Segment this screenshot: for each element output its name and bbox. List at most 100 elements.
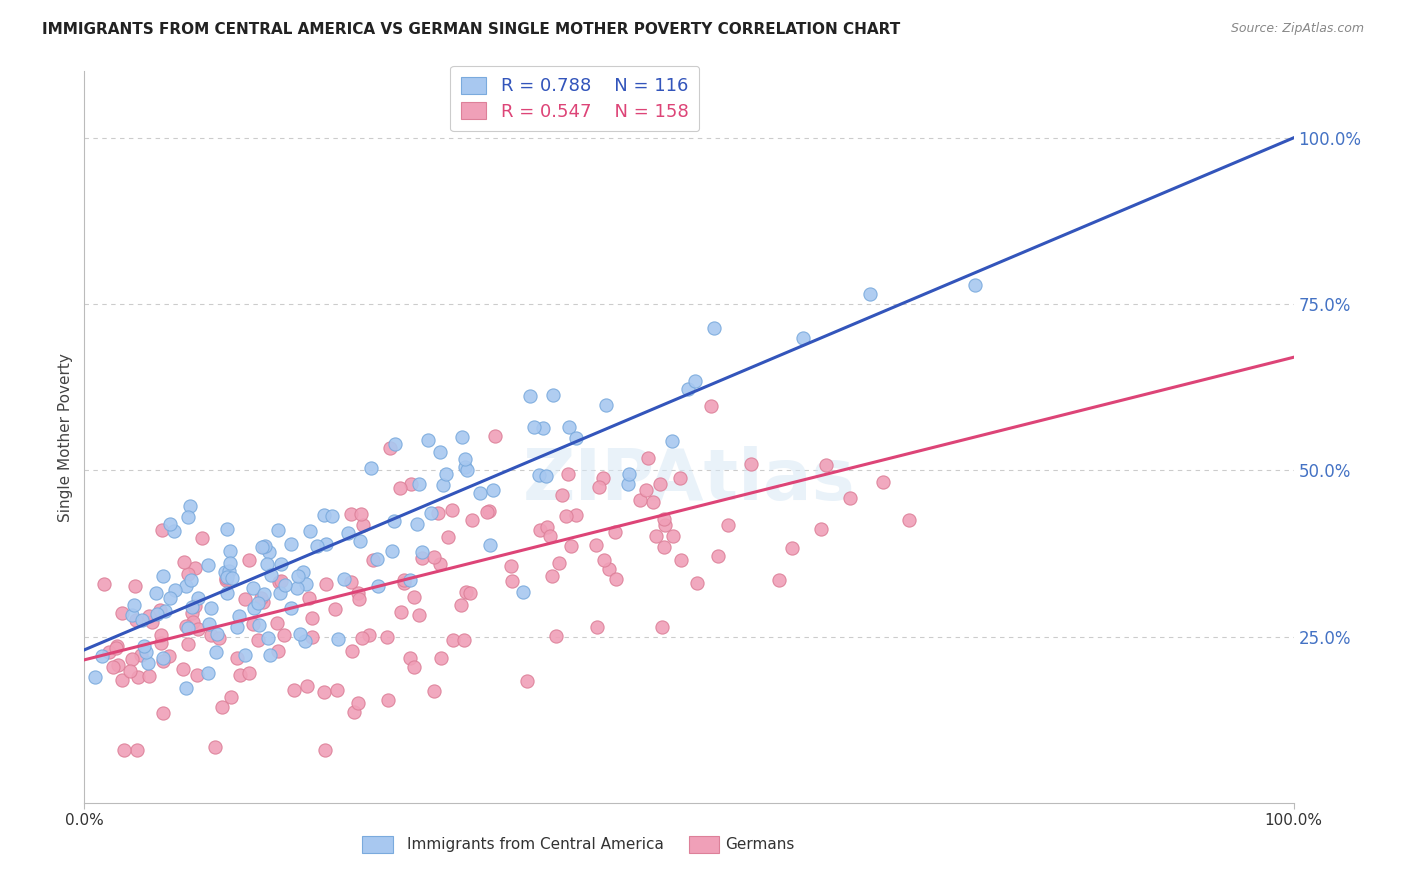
Point bbox=[548, 556, 571, 570]
Point bbox=[531, 421, 554, 435]
Point bbox=[538, 529, 561, 543]
Point bbox=[551, 488, 574, 502]
Point bbox=[361, 553, 384, 567]
Point bbox=[810, 522, 832, 536]
Point bbox=[555, 509, 578, 524]
Point bbox=[181, 606, 204, 620]
Point bbox=[546, 629, 568, 643]
Point bbox=[233, 648, 256, 662]
Point bbox=[378, 442, 401, 456]
Point bbox=[105, 639, 128, 653]
Point bbox=[218, 564, 240, 578]
Point bbox=[270, 574, 292, 589]
Point bbox=[157, 648, 180, 663]
Text: Immigrants from Central America: Immigrants from Central America bbox=[408, 837, 664, 852]
Point bbox=[477, 505, 499, 519]
Point bbox=[174, 681, 197, 695]
Point bbox=[283, 682, 305, 697]
Point bbox=[98, 645, 121, 659]
Point bbox=[662, 529, 685, 543]
Point bbox=[121, 607, 143, 622]
Point bbox=[529, 523, 551, 537]
Point bbox=[267, 644, 290, 658]
Point bbox=[215, 571, 238, 585]
Point bbox=[136, 656, 159, 670]
Point bbox=[717, 517, 740, 532]
Point bbox=[592, 553, 614, 567]
Point bbox=[173, 555, 195, 569]
Point bbox=[605, 525, 627, 540]
Point bbox=[560, 539, 582, 553]
Point bbox=[273, 628, 295, 642]
Point bbox=[238, 552, 260, 566]
Point bbox=[342, 644, 364, 658]
Point bbox=[482, 483, 505, 498]
Point bbox=[450, 430, 472, 444]
Point bbox=[406, 517, 429, 532]
Point bbox=[780, 541, 803, 556]
Point bbox=[177, 637, 200, 651]
Point bbox=[294, 633, 316, 648]
Point bbox=[238, 666, 260, 681]
Point bbox=[174, 579, 197, 593]
Point bbox=[367, 579, 389, 593]
Point bbox=[707, 549, 730, 564]
Point bbox=[523, 420, 546, 434]
Point bbox=[628, 492, 651, 507]
Point bbox=[252, 595, 274, 609]
Point bbox=[301, 630, 323, 644]
Point bbox=[184, 599, 207, 613]
Point bbox=[256, 557, 278, 571]
Point bbox=[347, 696, 370, 710]
Point bbox=[637, 450, 659, 465]
Point bbox=[605, 572, 627, 586]
Point bbox=[124, 598, 146, 612]
Point bbox=[226, 620, 249, 634]
Point bbox=[814, 458, 837, 472]
Point bbox=[859, 287, 882, 301]
Point bbox=[423, 549, 446, 564]
Point bbox=[101, 660, 124, 674]
Point bbox=[266, 616, 288, 631]
Point bbox=[430, 651, 453, 665]
Point bbox=[150, 628, 173, 642]
Point bbox=[541, 388, 564, 402]
Point bbox=[598, 562, 620, 576]
Point bbox=[349, 534, 371, 549]
Point bbox=[411, 551, 433, 566]
Point bbox=[499, 559, 522, 574]
Point bbox=[149, 603, 172, 617]
Point bbox=[652, 512, 675, 526]
Point bbox=[380, 543, 402, 558]
Point bbox=[191, 531, 214, 545]
Point bbox=[84, 670, 107, 684]
Point bbox=[150, 636, 173, 650]
Point bbox=[197, 666, 219, 681]
Point bbox=[453, 632, 475, 647]
Point bbox=[391, 606, 413, 620]
Point bbox=[186, 668, 208, 682]
Point bbox=[352, 518, 374, 533]
Point bbox=[352, 632, 374, 646]
Point bbox=[392, 576, 415, 591]
Point bbox=[683, 374, 706, 388]
Point bbox=[285, 581, 308, 595]
Point bbox=[187, 591, 209, 606]
Point bbox=[163, 582, 186, 597]
Point bbox=[253, 540, 276, 554]
Point bbox=[247, 633, 270, 648]
Point bbox=[557, 467, 579, 482]
Point bbox=[384, 437, 406, 451]
Point bbox=[838, 491, 860, 506]
FancyBboxPatch shape bbox=[689, 837, 720, 853]
Point bbox=[159, 516, 181, 531]
Point bbox=[299, 524, 322, 538]
Point bbox=[253, 587, 276, 601]
Point bbox=[112, 742, 135, 756]
Point bbox=[377, 693, 399, 707]
Point bbox=[340, 508, 363, 522]
Point bbox=[260, 568, 283, 582]
Point bbox=[280, 601, 302, 615]
Point bbox=[323, 601, 346, 615]
Point bbox=[177, 622, 200, 636]
